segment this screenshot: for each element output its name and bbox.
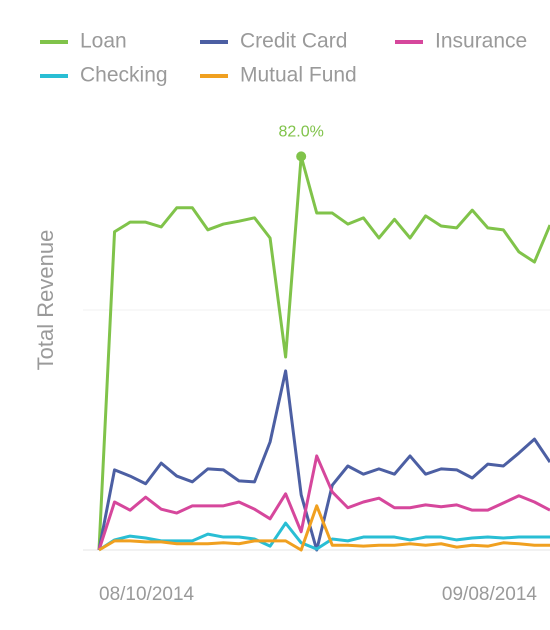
legend-label: Insurance — [435, 30, 527, 53]
x-tick-label: 08/10/2014 — [99, 584, 195, 605]
series-line — [98, 521, 550, 552]
series-line — [98, 504, 550, 552]
legend-label: Credit Card — [240, 30, 347, 53]
legend-label: Checking — [80, 64, 168, 87]
series-line — [97, 454, 550, 551]
data-point — [296, 151, 307, 162]
y-axis-label: Total Revenue — [33, 230, 58, 371]
legend-label: Mutual Fund — [240, 64, 357, 87]
series-line — [97, 154, 550, 551]
value-label: 82.0% — [278, 124, 323, 141]
x-tick-label: 09/08/2014 — [442, 584, 538, 605]
legend-label: Loan — [80, 30, 127, 53]
series-line — [97, 369, 550, 552]
